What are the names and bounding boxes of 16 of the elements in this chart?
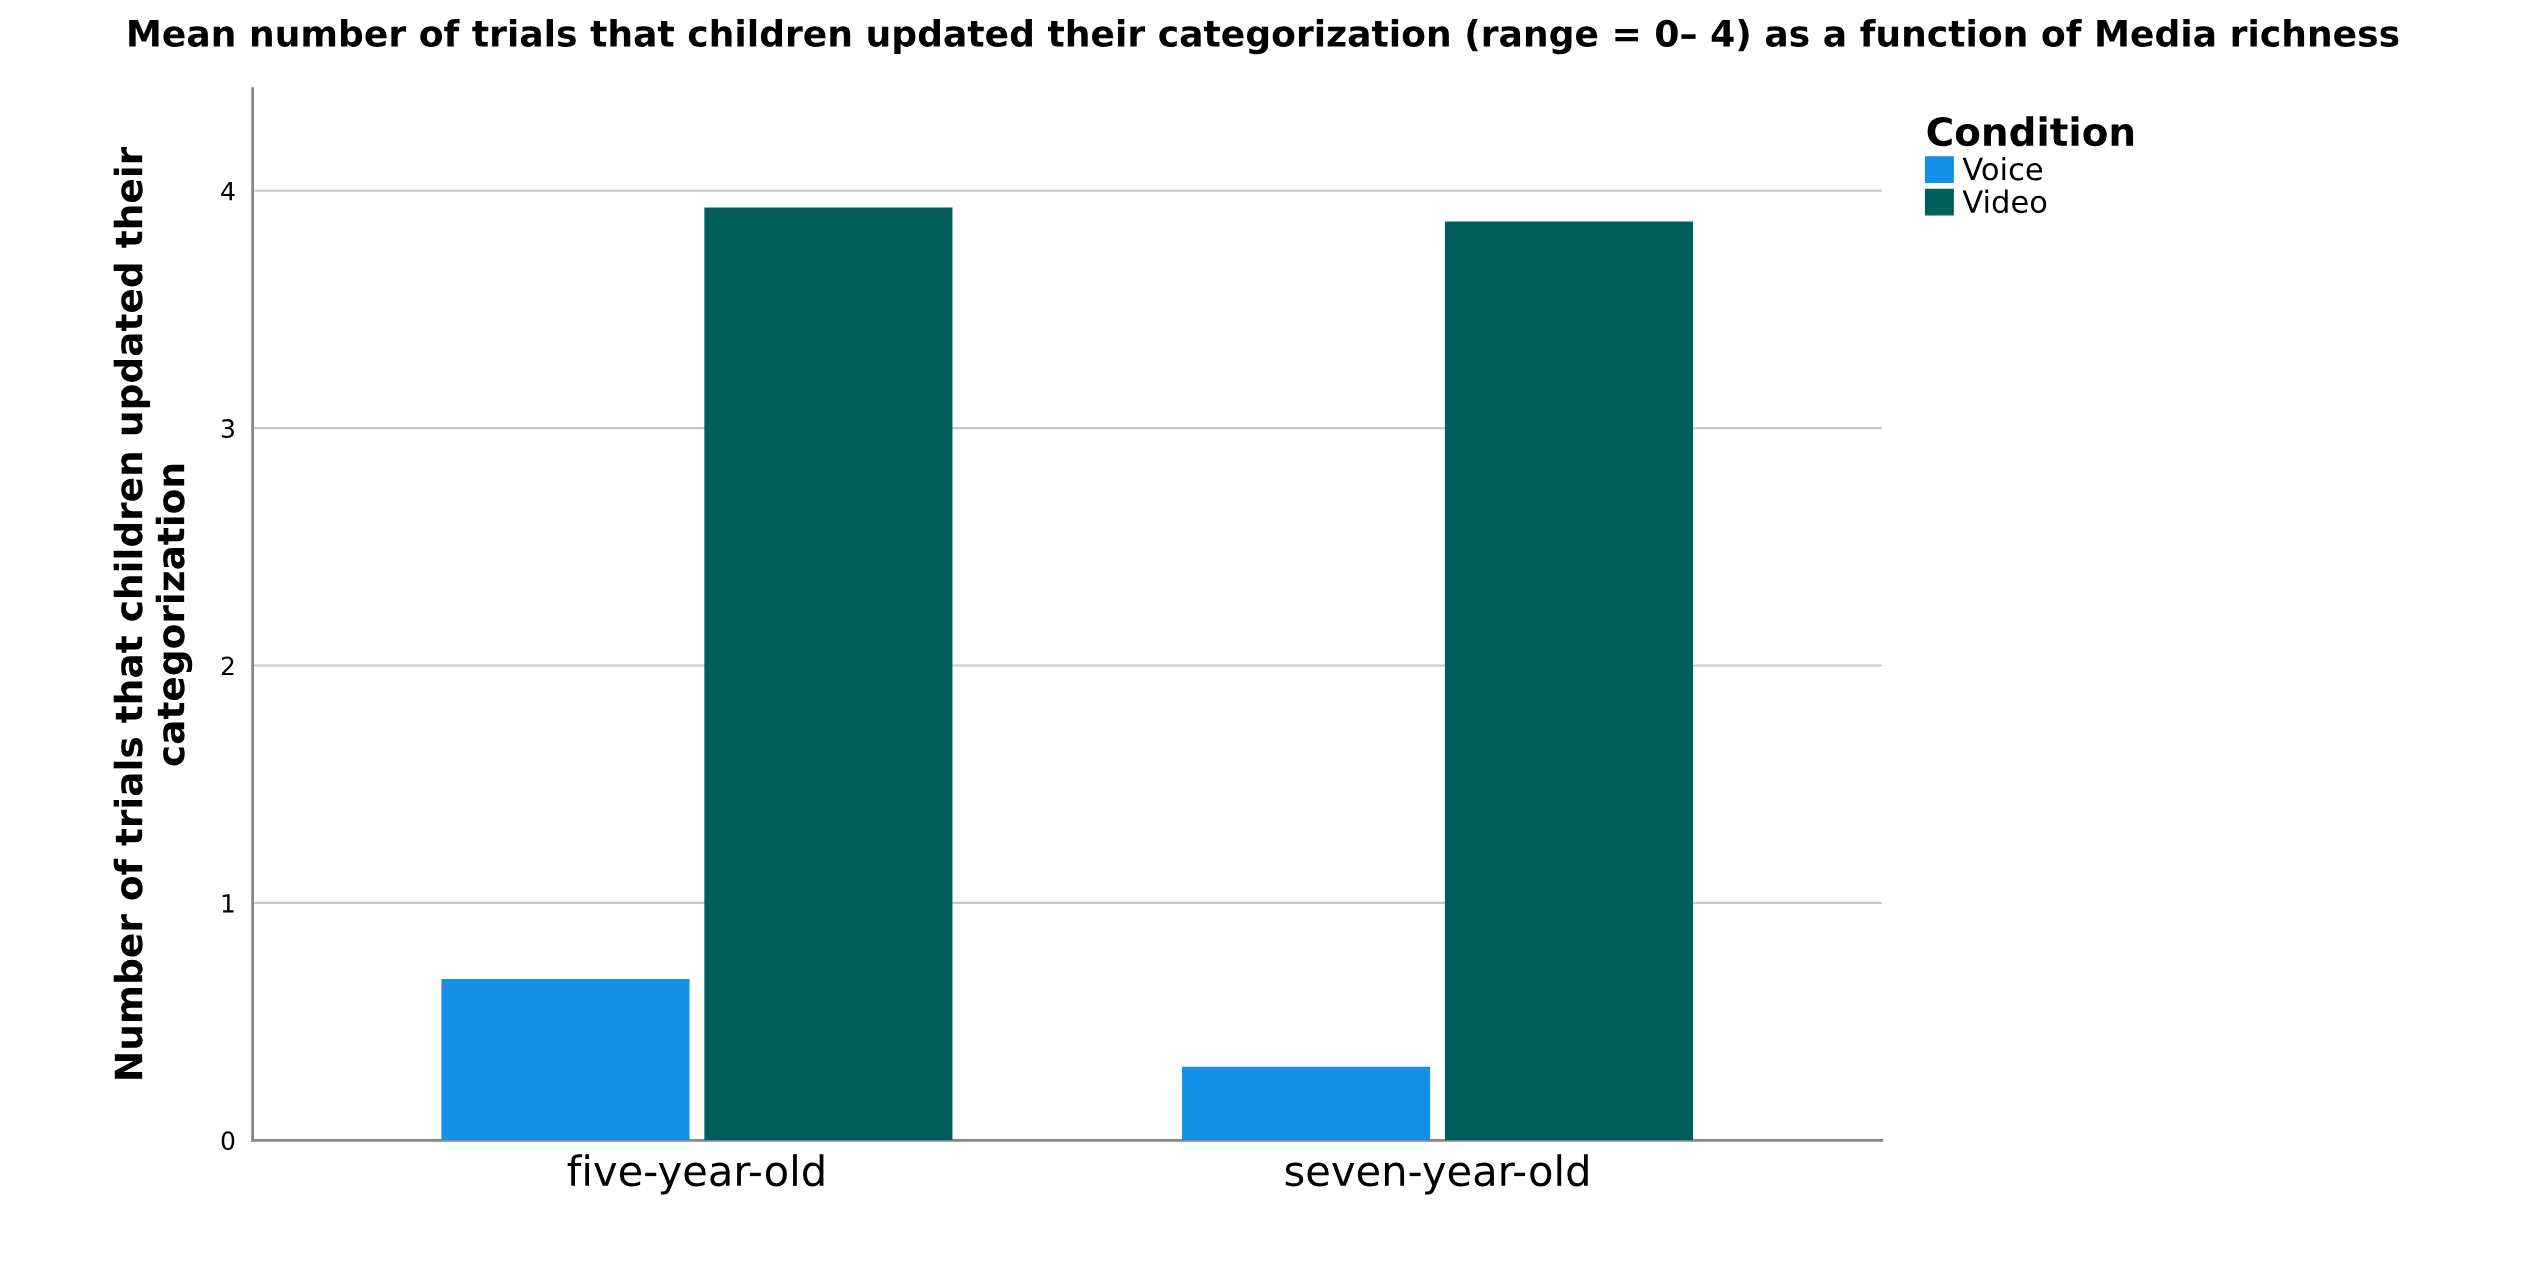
- y-tick-label: 4: [221, 182, 235, 201]
- x-tick-label: seven-year-old: [1285, 1154, 1588, 1195]
- x-tick-label: five-year-old: [567, 1154, 824, 1195]
- y-tick-label: 3: [221, 419, 234, 438]
- bar: [1444, 221, 1694, 1141]
- legend-label: Voice: [1962, 156, 2043, 181]
- bar: [1182, 1066, 1431, 1141]
- bar: [704, 207, 953, 1141]
- y-tick-label: 1: [222, 894, 234, 913]
- legend-title: Condition: [1927, 116, 2134, 147]
- bar: [441, 978, 690, 1141]
- y-tick-label: 2: [221, 656, 234, 676]
- y-tick-label: 0: [221, 1131, 235, 1151]
- y-axis-title: Number of trials that children updated their categorization: [113, 146, 193, 1079]
- legend-label: Video: [1962, 189, 2047, 214]
- chart-title: Mean number of trials that children updated their categorization (range = 0– 4) as a function of Media richness: [129, 19, 2399, 55]
